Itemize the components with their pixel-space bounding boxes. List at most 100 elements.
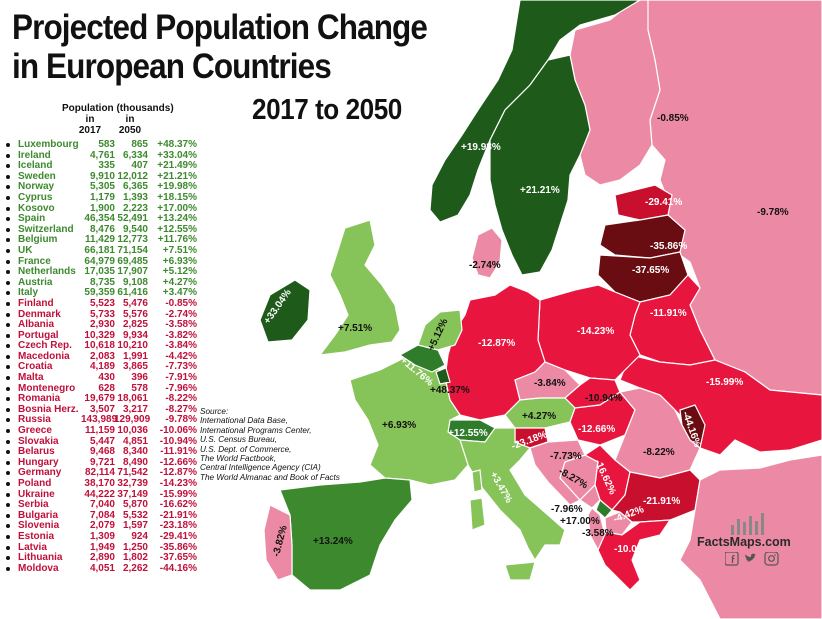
population-2017: 5,305 (89, 181, 115, 193)
table-row: Finland 5,523 5,476 -0.85% (6, 297, 197, 310)
country-name: Spain (18, 213, 46, 225)
bullet-icon (6, 429, 10, 434)
population-2050: 5,532 (122, 509, 148, 521)
population-2050: 52,491 (117, 213, 148, 225)
bullet-icon (6, 365, 10, 370)
population-2017: 8,476 (89, 223, 115, 235)
population-change: +19.98% (157, 181, 197, 193)
population-2050: 71,542 (117, 467, 148, 479)
bullet-icon (6, 143, 10, 147)
map-label-latvia: -35.86% (650, 241, 688, 252)
source-line: International Programs Center, (200, 425, 312, 435)
population-2050: 5,476 (122, 297, 148, 309)
bullet-icon (6, 344, 10, 349)
legend-col-2050: in 2050 (110, 114, 150, 136)
population-change: -3.58% (165, 319, 197, 331)
population-2050: 37,149 (117, 488, 148, 500)
population-2050: 407 (131, 160, 148, 172)
population-change: +4.27% (162, 276, 197, 288)
instagram-icon[interactable] (764, 552, 779, 566)
country-name: Serbia (18, 499, 49, 511)
table-row: France 64,979 69,485 +6.93% (6, 255, 197, 268)
population-2017: 628 (98, 382, 115, 394)
population-2050: 9,540 (122, 223, 148, 235)
table-row: Austria 8,735 9,108 +4.27% (6, 276, 197, 289)
population-2050: 1,991 (122, 350, 148, 362)
map-label-poland: -14.23% (577, 326, 615, 337)
region-luxembourg (435, 367, 451, 385)
country-name: Bulgaria (18, 509, 59, 521)
region-sardinia (469, 497, 486, 531)
map-label-estonia: -29.41% (645, 197, 683, 208)
region-sweden (489, 54, 591, 276)
legend-header-title: Population (thousands) (62, 103, 174, 114)
population-2017: 82,114 (84, 467, 115, 479)
population-2050: 69,485 (117, 255, 148, 267)
title-line-1: Projected Population Change (12, 8, 428, 47)
bullet-icon (6, 301, 10, 306)
population-2017: 1,949 (89, 541, 115, 553)
country-name: Belarus (18, 446, 55, 458)
table-row: Ireland 4,761 6,334 +33.04% (6, 150, 197, 162)
population-change: -7.73% (165, 361, 197, 373)
population-2017: 335 (98, 160, 115, 172)
population-2017: 7,084 (89, 509, 115, 521)
bullet-icon (6, 323, 10, 328)
twitter-icon[interactable] (745, 553, 757, 562)
population-change: +6.93% (162, 255, 197, 267)
table-row: Moldova 4,051 2,262 -44.16% (6, 562, 197, 575)
population-2017: 1,900 (89, 202, 115, 214)
bullet-icon (6, 291, 10, 296)
bullet-icon (6, 280, 10, 285)
bullet-icon (6, 195, 10, 200)
region-sicily (504, 561, 536, 581)
country-name: Iceland (18, 160, 53, 172)
population-change: -2.74% (165, 308, 197, 320)
map-label-germany: -12.87% (478, 338, 516, 349)
population-2017: 8,735 (89, 276, 115, 288)
country-name: Italy (18, 287, 39, 299)
region-romania (614, 387, 701, 479)
population-2050: 5,576 (122, 308, 148, 320)
population-2017: 11,429 (84, 234, 115, 246)
population-2017: 7,040 (89, 499, 115, 511)
population-2050: 9,934 (122, 329, 148, 341)
bullet-icon (6, 471, 10, 476)
table-row: Luxembourg 583 865 +48.37% (6, 139, 197, 151)
country-name: Austria (18, 276, 53, 288)
region-macedonia (604, 511, 633, 536)
page-title: Projected Population Change in European … (12, 8, 428, 86)
population-2050: 32,739 (117, 478, 148, 489)
population-table: Luxembourg 583 865 +48.37% Ireland 4,761 6,334… (6, 139, 197, 575)
bullet-icon (6, 566, 10, 571)
region-netherlands (417, 309, 463, 351)
population-change: -7.91% (165, 372, 197, 384)
country-name: Romania (18, 393, 61, 405)
legend-header-columns: in 2017 in 2050 (62, 114, 174, 136)
country-name: Hungary (18, 456, 59, 468)
bullet-icon (6, 206, 10, 211)
bullet-icon (6, 386, 10, 391)
table-row: Croatia 4,189 3,865 -7.73% (6, 361, 197, 373)
bullet-icon (6, 545, 10, 550)
population-change: -8.22% (165, 393, 197, 405)
population-2050: 17,907 (117, 266, 148, 278)
population-2017: 4,051 (89, 562, 115, 574)
country-name: Russia (18, 414, 51, 426)
population-2050: 10,210 (117, 340, 148, 352)
population-2017: 2,079 (89, 520, 115, 532)
bullet-icon (6, 556, 10, 561)
table-row: Malta 430 396 -7.91% (6, 372, 197, 384)
legend-col-2017: in 2017 (70, 114, 110, 136)
bullet-icon (6, 333, 10, 338)
population-2017: 38,170 (84, 478, 115, 489)
country-name: Kosovo (18, 202, 55, 214)
facebook-icon[interactable] (725, 552, 739, 566)
table-row: Ukraine 44,222 37,149 -15.99% (6, 488, 197, 501)
bullet-icon (6, 460, 10, 465)
source-line: Central Intelligence Agency (CIA) (200, 463, 321, 473)
population-2017: 3,507 (89, 403, 115, 415)
table-row: Latvia 1,949 1,250 -35.86% (6, 541, 197, 554)
population-change: +18.15% (157, 191, 197, 203)
population-2017: 1,309 (89, 530, 115, 542)
